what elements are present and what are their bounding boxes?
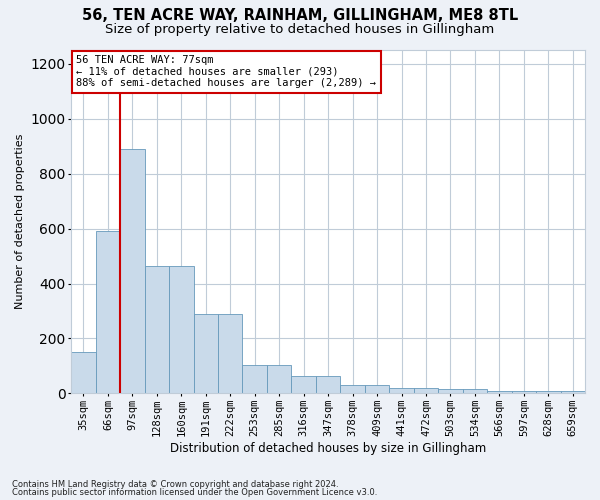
Bar	[267, 364, 292, 394]
Bar	[242, 364, 267, 394]
Bar	[71, 352, 96, 394]
Bar	[389, 388, 414, 394]
Bar	[512, 391, 536, 394]
Text: Size of property relative to detached houses in Gillingham: Size of property relative to detached ho…	[106, 22, 494, 36]
Text: 56 TEN ACRE WAY: 77sqm
← 11% of detached houses are smaller (293)
88% of semi-de: 56 TEN ACRE WAY: 77sqm ← 11% of detached…	[76, 55, 376, 88]
Bar	[218, 314, 242, 394]
Bar	[120, 149, 145, 394]
Text: 56, TEN ACRE WAY, RAINHAM, GILLINGHAM, ME8 8TL: 56, TEN ACRE WAY, RAINHAM, GILLINGHAM, M…	[82, 8, 518, 22]
Bar	[463, 390, 487, 394]
Bar	[169, 266, 194, 394]
Text: Contains HM Land Registry data © Crown copyright and database right 2024.: Contains HM Land Registry data © Crown c…	[12, 480, 338, 489]
Bar	[145, 266, 169, 394]
Bar	[536, 390, 560, 394]
Text: Contains public sector information licensed under the Open Government Licence v3: Contains public sector information licen…	[12, 488, 377, 497]
Bar	[194, 314, 218, 394]
Bar	[438, 390, 463, 394]
Bar	[414, 388, 438, 394]
Bar	[365, 384, 389, 394]
Bar	[316, 376, 340, 394]
Bar	[560, 390, 585, 394]
Bar	[292, 376, 316, 394]
Bar	[96, 232, 120, 394]
Y-axis label: Number of detached properties: Number of detached properties	[15, 134, 25, 310]
Bar	[487, 391, 512, 394]
Bar	[340, 384, 365, 394]
X-axis label: Distribution of detached houses by size in Gillingham: Distribution of detached houses by size …	[170, 442, 486, 455]
